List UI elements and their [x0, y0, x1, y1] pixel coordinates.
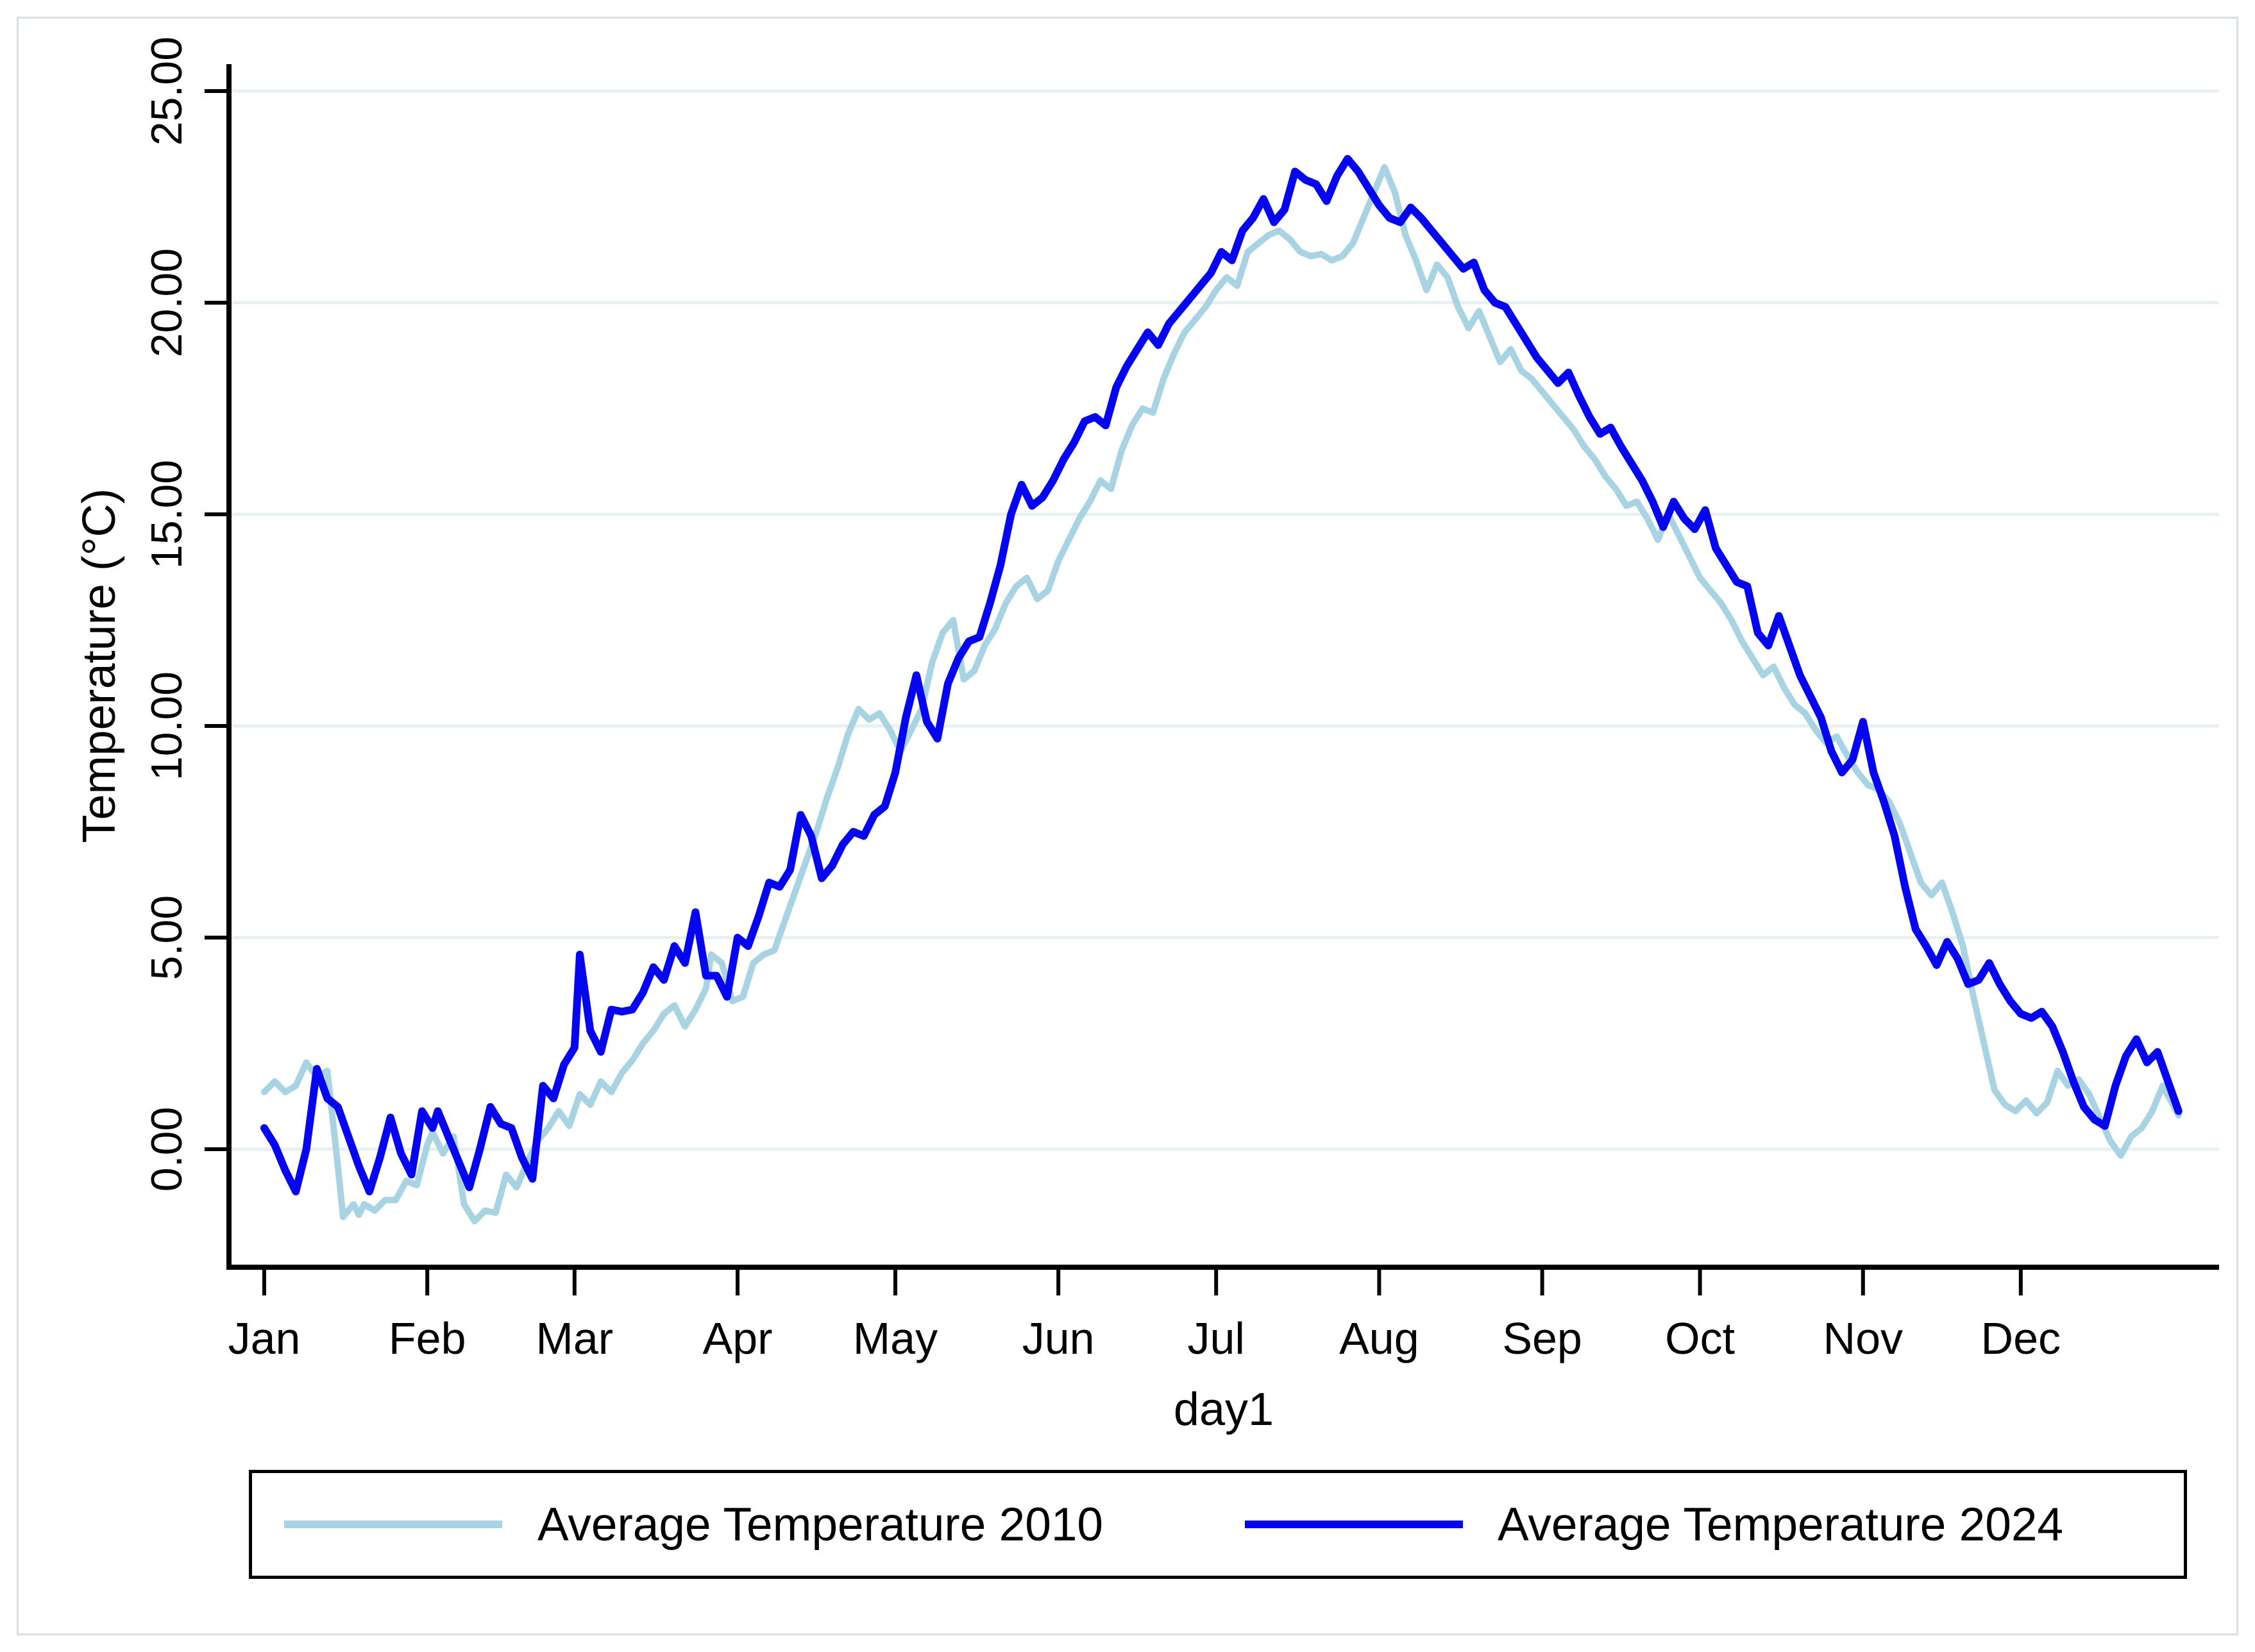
x-tick-label-Sep: Sep: [1502, 1313, 1582, 1363]
series-line-average-temperature-2010: [261, 164, 2182, 1225]
x-tick-label-Oct: Oct: [1665, 1313, 1735, 1363]
x-tick-label-Feb: Feb: [389, 1313, 466, 1363]
legend: Average Temperature 2010 Average Tempera…: [249, 1470, 2187, 1579]
x-tick-label-Jul: Jul: [1187, 1313, 1244, 1363]
x-tick-label-Apr: Apr: [703, 1313, 773, 1363]
y-tick-label-25: 25.00: [142, 37, 191, 146]
x-tick-label-Jan: Jan: [228, 1313, 301, 1363]
x-tick-label-Dec: Dec: [1981, 1313, 2061, 1363]
legend-label-2010: Average Temperature 2010: [537, 1498, 1104, 1551]
y-axis-title: Temperature (°C): [67, 345, 131, 986]
x-tick-label-Nov: Nov: [1823, 1313, 1903, 1363]
legend-swatch-2024: [1245, 1521, 1463, 1528]
legend-label-2024: Average Temperature 2024: [1498, 1498, 2064, 1551]
x-tick-label-Jun: Jun: [1022, 1313, 1095, 1363]
x-axis-title: day1: [903, 1386, 1544, 1433]
y-tick-label-0: 0.00: [142, 1107, 191, 1192]
y-tick-label-20: 20.00: [142, 248, 191, 357]
x-axis-title-text: day1: [1173, 1384, 1274, 1435]
y-tick-label-10: 10.00: [142, 671, 191, 780]
legend-swatch-2010: [284, 1521, 502, 1528]
x-tick-label-May: May: [853, 1313, 938, 1363]
series-line-average-temperature-2024: [260, 155, 2183, 1195]
x-tick-label-Aug: Aug: [1339, 1313, 1419, 1363]
x-tick-label-Mar: Mar: [536, 1313, 614, 1363]
y-axis-title-text: Temperature (°C): [74, 488, 125, 843]
y-tick-label-5: 5.00: [142, 895, 191, 980]
y-tick-label-15: 15.00: [142, 460, 191, 569]
